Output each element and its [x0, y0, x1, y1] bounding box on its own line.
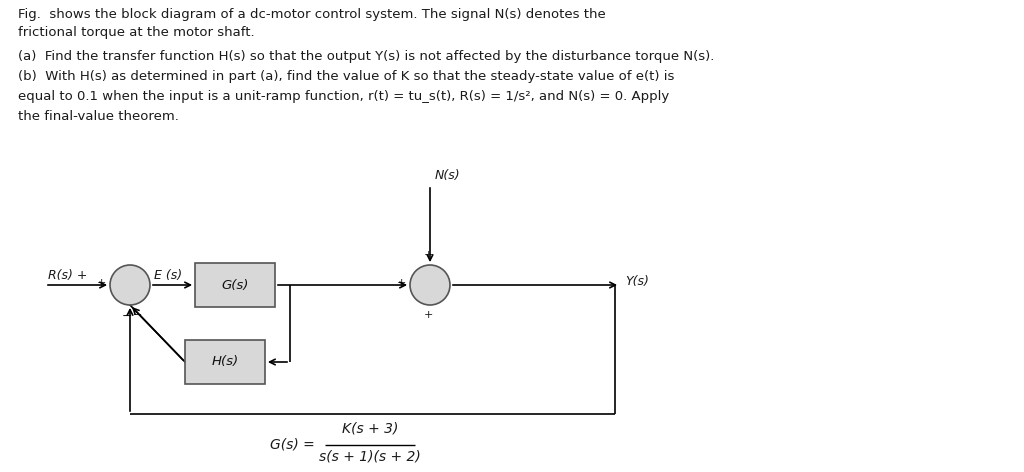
Text: (b)  With H(s) as determined in part (a), find the value of K so that the steady: (b) With H(s) as determined in part (a),…: [18, 70, 675, 83]
Text: s(s + 1)(s + 2): s(s + 1)(s + 2): [319, 450, 421, 464]
Text: R(s) +: R(s) +: [48, 269, 87, 282]
Text: K(s + 3): K(s + 3): [342, 421, 398, 435]
Text: (a)  Find the transfer function H(s) so that the output Y(s) is not affected by : (a) Find the transfer function H(s) so t…: [18, 50, 715, 63]
Text: equal to 0.1 when the input is a unit-ramp function, r(t) = tu_s(t), R(s) = 1/s²: equal to 0.1 when the input is a unit-ra…: [18, 90, 670, 103]
Text: the final-value theorem.: the final-value theorem.: [18, 110, 179, 123]
Text: N(s): N(s): [435, 169, 461, 182]
Text: +: +: [423, 250, 433, 260]
Text: +: +: [396, 278, 406, 288]
Text: +: +: [96, 278, 106, 288]
Text: H(s): H(s): [211, 355, 239, 369]
Text: G(s) =: G(s) =: [270, 438, 315, 452]
Circle shape: [110, 265, 150, 305]
Text: +: +: [423, 310, 433, 320]
Text: −: −: [133, 310, 142, 320]
Bar: [195, 263, 275, 307]
Text: frictional torque at the motor shaft.: frictional torque at the motor shaft.: [18, 26, 255, 39]
Circle shape: [410, 265, 450, 305]
Text: Y(s): Y(s): [625, 276, 649, 288]
Text: G(s): G(s): [221, 278, 249, 292]
Text: Fig.  shows the block diagram of a dc-motor control system. The signal N(s) deno: Fig. shows the block diagram of a dc-mot…: [18, 8, 606, 21]
Bar: [185, 340, 265, 384]
Text: E (s): E (s): [154, 269, 182, 282]
Text: −: −: [122, 310, 132, 323]
